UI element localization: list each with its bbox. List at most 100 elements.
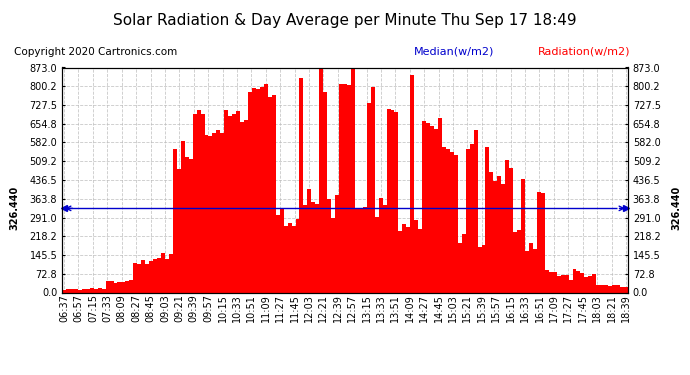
Bar — [521, 178, 525, 292]
Bar — [414, 220, 418, 292]
Bar — [411, 75, 414, 292]
Bar — [355, 208, 359, 292]
Text: 326.440: 326.440 — [671, 186, 681, 231]
Bar — [509, 168, 513, 292]
Text: Solar Radiation & Day Average per Minute Thu Sep 17 18:49: Solar Radiation & Day Average per Minute… — [113, 13, 577, 28]
Bar — [442, 147, 446, 292]
Bar — [573, 269, 576, 292]
Bar — [505, 160, 509, 292]
Bar — [541, 193, 545, 292]
Bar — [145, 264, 149, 292]
Bar — [557, 276, 561, 292]
Bar — [363, 207, 367, 292]
Bar — [426, 123, 430, 292]
Bar — [537, 192, 541, 292]
Bar — [604, 285, 608, 292]
Bar — [228, 116, 233, 292]
Bar — [201, 114, 204, 292]
Bar — [177, 169, 181, 292]
Bar — [343, 84, 347, 292]
Bar — [62, 290, 66, 292]
Bar — [268, 97, 272, 292]
Bar — [422, 121, 426, 292]
Bar — [497, 176, 502, 292]
Bar — [86, 290, 90, 292]
Bar — [304, 206, 308, 292]
Bar — [482, 245, 486, 292]
Bar — [561, 274, 564, 292]
Bar — [66, 289, 70, 292]
Bar — [335, 195, 339, 292]
Bar — [624, 287, 628, 292]
Bar — [473, 130, 477, 292]
Bar — [295, 219, 299, 292]
Bar — [169, 254, 173, 292]
Bar — [470, 144, 473, 292]
Bar — [402, 224, 406, 292]
Bar — [248, 92, 252, 292]
Bar — [161, 253, 165, 292]
Bar — [398, 231, 402, 292]
Bar — [466, 149, 470, 292]
Bar — [545, 270, 549, 292]
Bar — [596, 285, 600, 292]
Bar — [240, 122, 244, 292]
Bar — [375, 217, 379, 292]
Bar — [454, 155, 457, 292]
Bar — [126, 281, 129, 292]
Bar — [477, 247, 482, 292]
Text: Copyright 2020 Cartronics.com: Copyright 2020 Cartronics.com — [14, 47, 177, 57]
Bar — [129, 280, 133, 292]
Bar — [457, 243, 462, 292]
Bar — [569, 280, 573, 292]
Bar — [94, 289, 98, 292]
Bar — [224, 110, 228, 292]
Bar — [114, 283, 117, 292]
Bar — [462, 234, 466, 292]
Bar — [311, 202, 315, 292]
Bar — [272, 95, 276, 292]
Bar — [197, 110, 201, 292]
Bar — [489, 172, 493, 292]
Bar — [141, 260, 145, 292]
Bar — [244, 120, 248, 292]
Bar — [371, 87, 375, 292]
Bar — [213, 133, 217, 292]
Bar — [185, 157, 188, 292]
Bar — [446, 149, 450, 292]
Bar — [220, 134, 224, 292]
Bar — [406, 226, 411, 292]
Bar — [70, 289, 74, 292]
Bar — [279, 208, 284, 292]
Bar — [299, 78, 304, 292]
Text: Median(w/m2): Median(w/m2) — [414, 46, 494, 56]
Bar — [106, 281, 110, 292]
Bar — [418, 229, 422, 292]
Bar — [430, 126, 434, 292]
Bar — [133, 263, 137, 292]
Bar — [288, 223, 292, 292]
Bar — [323, 92, 327, 292]
Bar — [450, 152, 454, 292]
Bar — [608, 286, 612, 292]
Bar — [256, 89, 260, 292]
Bar — [438, 118, 442, 292]
Bar — [165, 259, 169, 292]
Bar — [564, 275, 569, 292]
Bar — [153, 260, 157, 292]
Bar — [612, 285, 616, 292]
Bar — [264, 84, 268, 292]
Bar — [347, 85, 351, 292]
Bar — [236, 111, 240, 292]
Bar — [502, 184, 505, 292]
Bar — [78, 290, 82, 292]
Bar — [549, 272, 553, 292]
Bar — [589, 276, 592, 292]
Bar — [137, 264, 141, 292]
Bar — [110, 281, 114, 292]
Bar — [260, 87, 264, 292]
Bar — [379, 198, 382, 292]
Bar — [395, 112, 398, 292]
Bar — [327, 199, 331, 292]
Bar — [117, 282, 121, 292]
